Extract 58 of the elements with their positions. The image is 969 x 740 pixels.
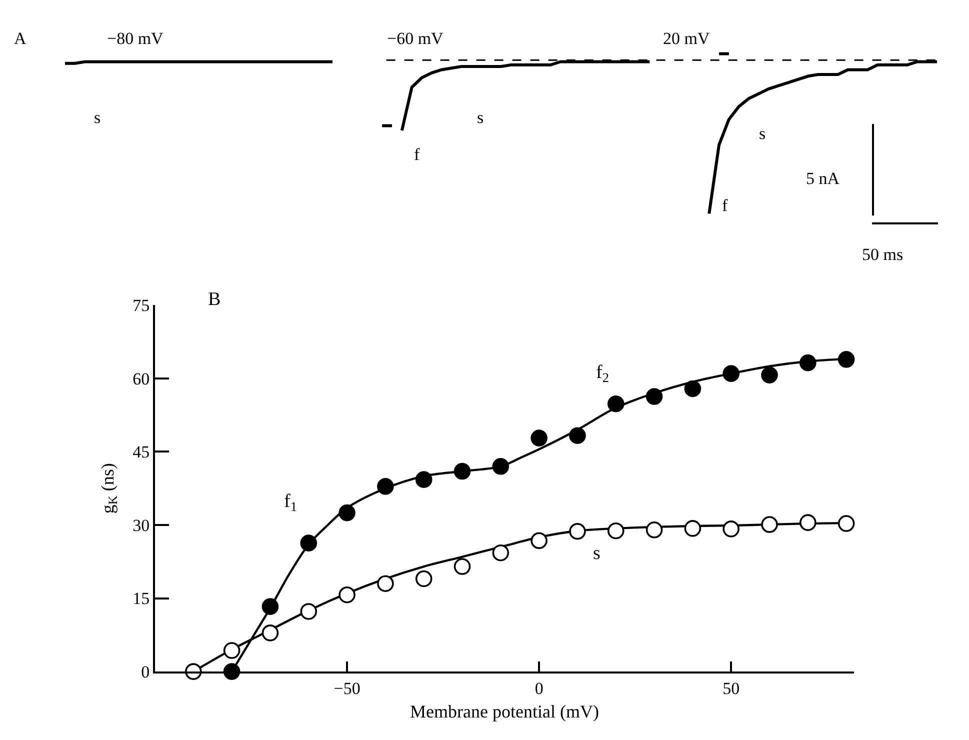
point — [838, 351, 855, 368]
point — [454, 558, 471, 575]
point — [722, 520, 740, 538]
y-tick-label: 45 — [132, 442, 150, 462]
point — [338, 504, 356, 522]
y-tick-label: 30 — [132, 516, 150, 535]
text: A — [14, 29, 27, 48]
point — [646, 521, 663, 538]
point — [761, 516, 778, 533]
point — [492, 544, 510, 562]
x-tick-label: 0 — [534, 678, 544, 698]
text: −60 mV — [387, 29, 444, 48]
point — [684, 380, 702, 398]
point — [377, 575, 394, 592]
annotation: B — [208, 289, 221, 310]
y-tick-label: 15 — [132, 589, 150, 608]
text: −80 mV — [107, 29, 164, 48]
text: 50 ms — [862, 245, 904, 264]
annotation: s — [759, 124, 766, 143]
annotation: f — [722, 196, 728, 215]
point — [300, 603, 318, 620]
point — [492, 458, 510, 475]
x-tick-label: −50 — [334, 678, 360, 698]
point — [262, 624, 279, 642]
point — [415, 570, 432, 588]
point — [454, 462, 471, 480]
point — [569, 427, 586, 444]
annotation: f$_{2}$ — [596, 362, 609, 385]
point — [607, 522, 624, 540]
text: 20 mV — [663, 29, 710, 48]
y-tick-label: 0 — [141, 662, 150, 682]
point — [761, 366, 778, 384]
point — [646, 388, 663, 405]
point — [800, 514, 816, 531]
point — [377, 478, 394, 495]
x-tick-label: 50 — [722, 678, 740, 698]
point — [300, 534, 318, 552]
point — [338, 586, 356, 604]
point — [262, 598, 279, 615]
point — [607, 395, 624, 412]
point — [684, 520, 702, 537]
point — [415, 471, 432, 488]
point — [530, 430, 548, 446]
point — [530, 532, 548, 550]
point — [800, 354, 816, 372]
annotation: f — [414, 145, 420, 164]
x-axis-title: Membrane potential (mV) — [410, 702, 599, 722]
point — [569, 522, 586, 540]
annotation: f$_{1}$ — [284, 491, 297, 514]
annotation: s — [477, 108, 484, 127]
point — [722, 365, 740, 382]
annotation: s — [593, 543, 600, 564]
y-tick-label: 60 — [132, 369, 150, 388]
annotation: 5 nA — [806, 169, 840, 188]
annotation: s — [94, 108, 101, 127]
point — [223, 642, 240, 659]
y-tick-label: 75 — [132, 296, 150, 316]
point — [838, 515, 855, 532]
